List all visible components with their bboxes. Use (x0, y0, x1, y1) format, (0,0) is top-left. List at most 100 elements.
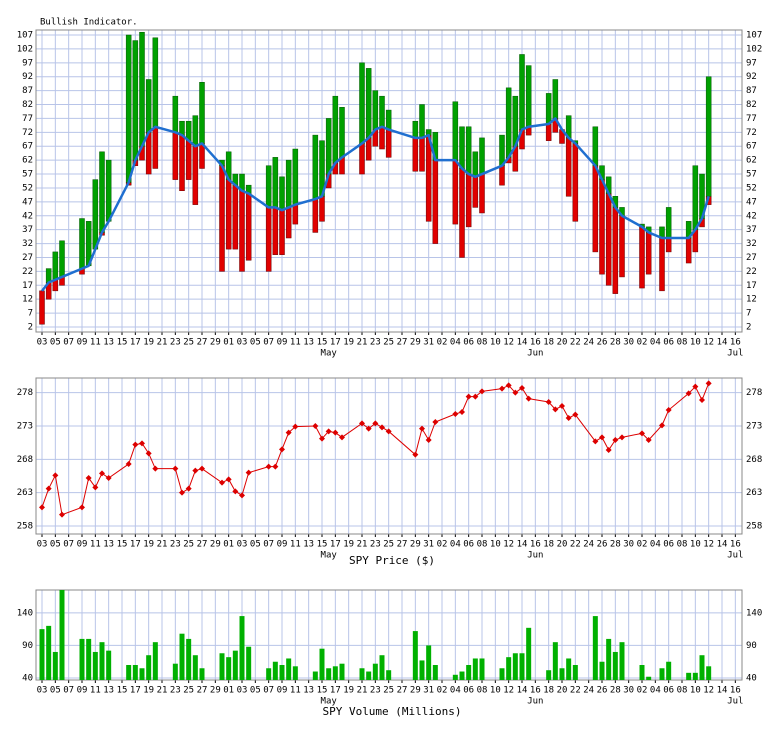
y-tick-label: 102 (17, 44, 33, 54)
bar (419, 660, 425, 680)
x-tick-label: 31 (423, 540, 434, 550)
x-tick-label: 10 (690, 540, 701, 550)
x-tick-label: 25 (383, 540, 394, 550)
bar (79, 638, 85, 680)
bar-low (152, 126, 159, 169)
bar-low (465, 173, 472, 228)
x-tick-label: 20 (557, 540, 568, 550)
x-tick-label: 09 (77, 338, 88, 348)
x-tick-label: 27 (197, 686, 208, 696)
x-tick-label: 18 (543, 540, 554, 550)
y-tick-label: 140 (746, 608, 762, 618)
x-tick-label: 14 (517, 338, 528, 348)
bar-high (325, 118, 332, 175)
y-tick-label: 90 (746, 641, 757, 651)
y-tick-label: 97 (746, 58, 757, 68)
bar (432, 665, 438, 680)
y-tick-label: 268 (746, 455, 762, 465)
x-tick-label: 27 (397, 338, 408, 348)
bar-high (312, 134, 319, 200)
y-tick-label: 40 (746, 674, 757, 684)
y-tick-label: 102 (746, 44, 762, 54)
price-marker (279, 446, 285, 453)
price-marker (325, 428, 332, 435)
month-label: Jun (527, 697, 543, 707)
month-label: May (321, 697, 338, 707)
price-marker (645, 437, 652, 443)
x-tick-label: 02 (637, 686, 648, 696)
price-marker (559, 403, 565, 409)
price-marker (639, 430, 645, 437)
bar (412, 631, 418, 680)
bar-low (472, 176, 479, 208)
price-marker (192, 467, 199, 474)
y-tick-label: 97 (22, 58, 33, 68)
bar-low (292, 204, 299, 225)
bar (186, 638, 192, 680)
price-marker (545, 399, 552, 405)
y-tick-label: 273 (746, 422, 762, 432)
x-tick-label: 16 (730, 686, 741, 696)
indicator-line (41, 117, 710, 292)
x-tick-label: 04 (650, 338, 661, 348)
price-marker (179, 489, 185, 496)
x-tick-label: 08 (477, 540, 488, 550)
bar (599, 661, 605, 680)
bar-low (365, 137, 372, 161)
x-tick-label: 18 (543, 338, 554, 348)
bar-low (479, 173, 485, 214)
bar-high (385, 109, 392, 130)
bar (366, 671, 372, 680)
bar-high (412, 120, 419, 139)
y-tick-label: 2 (28, 322, 33, 332)
y-tick-label: 77 (746, 114, 757, 124)
price-marker (319, 435, 325, 442)
bar (86, 638, 92, 680)
y-tick-label: 268 (17, 455, 33, 465)
bar (512, 653, 518, 680)
x-tick-label: 16 (530, 338, 541, 348)
bar (92, 651, 98, 680)
bar (199, 668, 205, 680)
price-marker (339, 434, 345, 441)
x-tick-label: 22 (570, 338, 581, 348)
y-tick-label: 72 (22, 128, 33, 138)
y-tick-label: 92 (22, 72, 33, 82)
x-tick-label: 15 (117, 338, 128, 348)
x-tick-label: 13 (303, 540, 314, 550)
x-tick-label: 06 (463, 540, 474, 550)
x-tick-label: 31 (423, 686, 434, 696)
bar-low (219, 165, 225, 272)
y-tick-label: 52 (22, 183, 33, 193)
bar-low (432, 159, 439, 244)
x-tick-label: 07 (63, 540, 74, 550)
x-tick-label: 06 (663, 338, 674, 348)
x-tick-label: 13 (103, 338, 114, 348)
bar (666, 661, 672, 680)
x-tick-label: 31 (423, 338, 434, 348)
x-tick-label: 19 (343, 338, 354, 348)
price-marker (599, 434, 605, 441)
bar-high (332, 95, 339, 164)
x-tick-label: 06 (463, 338, 474, 348)
y-tick-label: 278 (746, 388, 762, 398)
bar (519, 653, 525, 680)
bar-high (359, 62, 365, 144)
x-tick-label: 16 (530, 540, 541, 550)
bar (646, 676, 652, 680)
y-tick-label: 140 (17, 608, 33, 618)
bar-low (312, 198, 319, 233)
y-tick-label: 17 (746, 281, 757, 291)
x-tick-label: 26 (597, 540, 608, 550)
bar (246, 646, 252, 680)
x-tick-label: 03 (237, 686, 248, 696)
bar (359, 668, 365, 680)
price-marker (385, 428, 392, 435)
x-tick-label: 05 (50, 686, 61, 696)
price-marker (419, 425, 425, 432)
price-marker (459, 409, 465, 415)
x-tick-label: 11 (90, 540, 101, 550)
bar (699, 655, 705, 680)
x-tick-label: 21 (357, 686, 368, 696)
